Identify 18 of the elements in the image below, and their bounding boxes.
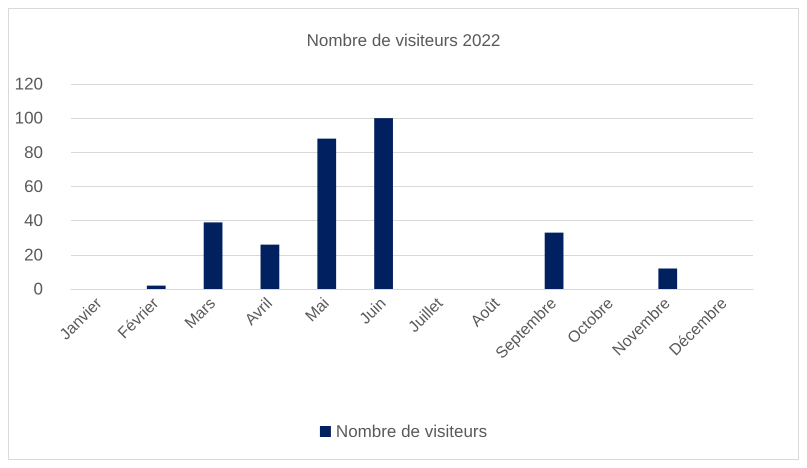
bar — [374, 118, 393, 289]
legend-label: Nombre de visiteurs — [336, 422, 488, 441]
bar — [204, 222, 222, 289]
y-tick-label: 120 — [14, 74, 43, 94]
x-tick-label: Juin — [356, 294, 390, 328]
y-tick-label: 100 — [14, 108, 43, 128]
bar — [544, 232, 564, 289]
y-tick-label: 40 — [24, 211, 43, 230]
y-tick-label: 80 — [24, 142, 43, 162]
x-tick-label: Mai — [302, 294, 333, 326]
chart-title: Nombre de visiteurs 2022 — [306, 31, 500, 50]
y-tick-label: 60 — [24, 177, 43, 196]
bar — [260, 244, 280, 289]
y-tick-label: 20 — [24, 245, 43, 264]
y-tick-label: 0 — [34, 280, 43, 298]
bar — [317, 138, 336, 289]
bar — [658, 268, 678, 289]
bar — [146, 286, 166, 289]
